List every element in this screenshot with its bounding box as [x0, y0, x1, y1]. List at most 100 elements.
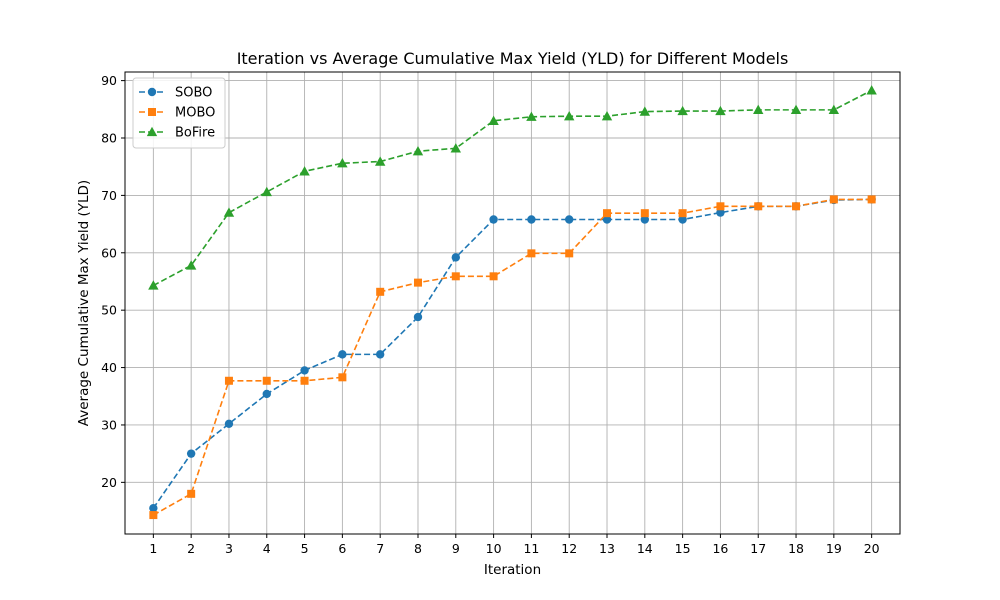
data-point-bofire — [261, 186, 272, 197]
data-point-mobo — [829, 195, 838, 204]
data-point-sobo — [640, 215, 650, 224]
data-point-mobo — [262, 376, 271, 385]
data-point-bofire — [866, 85, 877, 95]
legend-marker-mobo — [148, 108, 156, 116]
y-tick-label: 20 — [101, 475, 117, 490]
plot-area-frame — [124, 71, 901, 535]
y-tick-label: 80 — [101, 131, 117, 146]
x-tick-label: 12 — [561, 541, 577, 556]
legend-label-sobo: SOBO — [175, 86, 212, 101]
legend-label-bofire: BoFire — [175, 126, 215, 141]
x-axis-label: Iteration — [484, 562, 541, 578]
data-point-mobo — [527, 249, 536, 258]
data-point-mobo — [376, 287, 385, 296]
data-point-mobo — [867, 195, 876, 204]
x-tick-label: 19 — [826, 541, 842, 556]
data-point-mobo — [451, 272, 460, 281]
y-tick-label: 90 — [101, 73, 117, 88]
x-tick-label: 9 — [452, 541, 460, 556]
x-tick-label: 15 — [675, 541, 691, 556]
data-point-mobo — [678, 209, 687, 218]
x-tick-label: 8 — [414, 541, 422, 556]
data-point-bofire — [639, 106, 651, 116]
data-point-mobo — [716, 202, 725, 211]
data-point-mobo — [603, 209, 612, 218]
data-point-bofire — [488, 115, 499, 125]
data-point-bofire — [412, 146, 424, 156]
x-tick-label: 10 — [486, 541, 502, 556]
legend: SOBO MOBO BoFire — [132, 77, 226, 149]
x-tick-label: 20 — [864, 541, 880, 556]
data-point-bofire — [564, 110, 575, 121]
y-tick-label: 40 — [101, 360, 117, 375]
data-point-sobo — [716, 208, 725, 217]
data-point-bofire — [223, 207, 235, 217]
data-point-sobo — [565, 215, 574, 224]
data-point-sobo — [186, 449, 196, 458]
data-point-sobo — [338, 350, 347, 359]
data-point-bofire — [601, 110, 613, 121]
data-point-sobo — [489, 215, 498, 224]
legend-entry-mobo: MOBO — [139, 106, 215, 121]
x-tick-label: 4 — [263, 541, 271, 556]
data-point-mobo — [300, 376, 309, 385]
data-point-mobo — [187, 489, 196, 498]
x-tick-label: 2 — [187, 541, 195, 556]
series-mobo — [149, 195, 876, 520]
chart-title: Iteration vs Average Cumulative Max Yiel… — [237, 49, 789, 68]
data-point-sobo — [224, 419, 234, 429]
legend-entry-sobo: SOBO — [139, 86, 212, 101]
data-point-sobo — [300, 366, 309, 375]
data-point-bofire — [337, 158, 348, 168]
data-point-sobo — [149, 503, 158, 513]
series-line-bofire — [152, 89, 873, 287]
data-point-bofire — [677, 105, 688, 116]
y-tick-label: 70 — [101, 188, 117, 203]
y-tick-label: 50 — [101, 303, 117, 318]
data-point-bofire — [148, 280, 159, 290]
series-line-sobo — [152, 198, 872, 509]
data-point-sobo — [678, 215, 687, 224]
legend-marker-sobo — [147, 87, 157, 97]
legend-marker-bofire — [146, 126, 158, 137]
x-tick-label: 13 — [599, 541, 615, 556]
data-point-sobo — [602, 215, 612, 224]
x-tick-label: 17 — [750, 541, 766, 556]
data-point-bofire — [753, 104, 764, 115]
data-point-bofire — [450, 143, 461, 153]
legend-box — [132, 77, 226, 149]
x-tick-label: 7 — [376, 541, 384, 556]
data-point-bofire — [828, 104, 840, 115]
data-point-mobo — [338, 373, 347, 382]
data-point-bofire — [715, 105, 726, 116]
axis-ticks: 1 2 3 4 5 6 7 8 9 10 11 12 13 14 15 16 17 18 19 20203040506… — [101, 73, 880, 556]
data-point-mobo — [149, 511, 158, 520]
x-tick-label: 18 — [788, 541, 804, 556]
x-tick-label: 1 — [149, 541, 157, 556]
data-point-bofire — [374, 156, 386, 166]
data-point-mobo — [792, 202, 801, 211]
data-point-bofire — [526, 111, 537, 121]
y-tick-label: 60 — [101, 245, 117, 260]
data-point-bofire — [790, 104, 802, 115]
series-bofire — [148, 85, 877, 290]
data-point-mobo — [224, 376, 233, 385]
data-point-mobo — [413, 278, 422, 287]
x-tick-label: 16 — [712, 541, 728, 556]
y-axis-label: Average Cumulative Max Yield (YLD) — [76, 180, 92, 426]
data-point-bofire — [299, 166, 310, 176]
x-tick-label: 5 — [301, 541, 309, 556]
data-point-sobo — [375, 350, 385, 359]
legend-entry-bofire: BoFire — [139, 126, 215, 141]
series-line-mobo — [152, 198, 872, 516]
data-point-mobo — [489, 272, 498, 281]
series-layer — [148, 85, 877, 520]
x-tick-label: 6 — [338, 541, 346, 556]
x-tick-label: 11 — [523, 541, 539, 556]
x-tick-label: 14 — [637, 541, 653, 556]
legend-label-mobo: MOBO — [175, 106, 215, 121]
y-tick-label: 30 — [101, 417, 117, 432]
data-point-sobo — [527, 215, 536, 224]
data-point-sobo — [262, 389, 271, 399]
